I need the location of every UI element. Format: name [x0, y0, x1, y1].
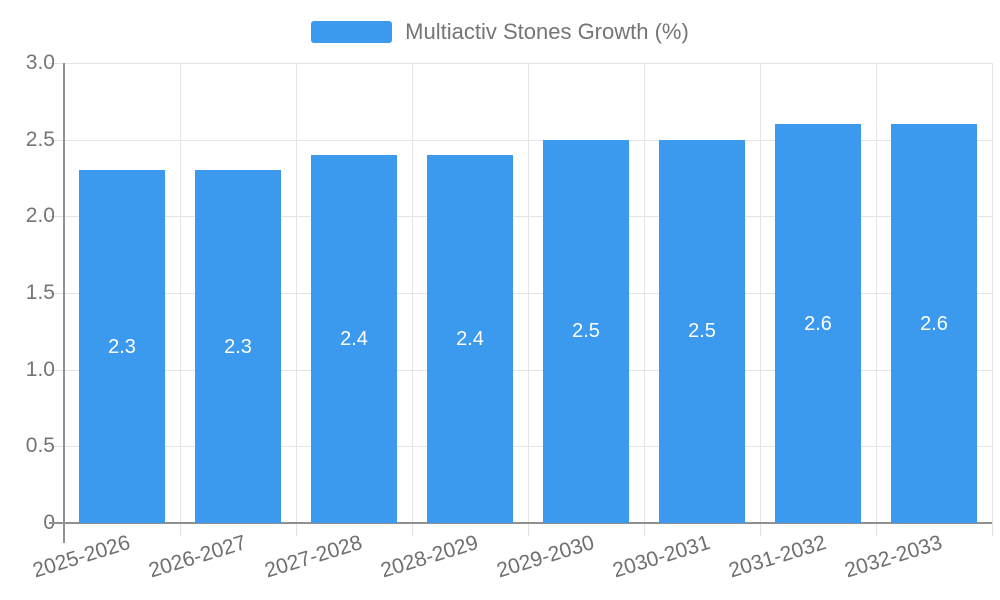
x-axis-tick-label: 2027-2028: [261, 531, 365, 583]
x-axis-tick-label: 2026-2027: [145, 531, 249, 583]
bar-value-label: 2.6: [920, 313, 948, 335]
x-tick: [296, 523, 297, 536]
bar: [775, 124, 861, 523]
y-axis-tick-label: 3.0: [25, 51, 55, 74]
y-axis-line: [63, 63, 65, 543]
x-gridline: [760, 63, 761, 523]
x-axis-tick-label: 2032-2033: [841, 531, 945, 583]
legend-item[interactable]: Multiactiv Stones Growth (%): [0, 18, 1000, 46]
bar: [891, 124, 977, 523]
y-tick: [49, 293, 64, 294]
bar: [195, 170, 281, 523]
x-tick: [992, 523, 993, 536]
x-axis-tick-label: 2031-2032: [725, 531, 829, 583]
x-tick: [528, 523, 529, 536]
x-gridline: [876, 63, 877, 523]
bar-value-label: 2.3: [108, 336, 136, 358]
bar-value-label: 2.5: [688, 320, 716, 342]
bar: [311, 155, 397, 523]
x-gridline: [992, 63, 993, 523]
bar: [427, 155, 513, 523]
bar-value-label: 2.4: [456, 328, 484, 350]
x-gridline: [528, 63, 529, 523]
legend-swatch: [311, 21, 393, 43]
x-tick: [760, 523, 761, 536]
y-axis-tick-label: 2.0: [25, 204, 55, 227]
x-axis-tick-label: 2029-2030: [493, 531, 597, 583]
x-gridline: [180, 63, 181, 523]
x-tick: [644, 523, 645, 536]
x-axis-line: [49, 522, 992, 524]
y-axis-tick-label: 1.0: [25, 358, 55, 381]
bar-value-label: 2.3: [224, 336, 252, 358]
y-tick: [49, 446, 64, 447]
y-tick: [49, 216, 64, 217]
y-axis-tick-label: 0.5: [25, 434, 55, 457]
bar-value-label: 2.6: [804, 313, 832, 335]
bar: [79, 170, 165, 523]
x-gridline: [644, 63, 645, 523]
y-tick: [49, 140, 64, 141]
x-axis-tick-label: 2025-2026: [29, 531, 133, 583]
x-axis-tick-label: 2028-2029: [377, 531, 481, 583]
x-tick: [180, 523, 181, 536]
bar-value-label: 2.5: [572, 320, 600, 342]
y-axis-tick-label: 2.5: [25, 128, 55, 151]
x-gridline: [412, 63, 413, 523]
x-gridline: [296, 63, 297, 523]
bar: [543, 140, 629, 523]
legend-label: Multiactiv Stones Growth (%): [405, 19, 689, 44]
x-tick: [412, 523, 413, 536]
x-tick: [876, 523, 877, 536]
bar: [659, 140, 745, 523]
y-tick: [49, 63, 64, 64]
x-axis-tick-label: 2030-2031: [609, 531, 713, 583]
y-tick: [49, 370, 64, 371]
bar-value-label: 2.4: [340, 328, 368, 350]
y-axis-tick-label: 0: [3, 512, 55, 534]
y-axis-tick-label: 1.5: [25, 281, 55, 304]
